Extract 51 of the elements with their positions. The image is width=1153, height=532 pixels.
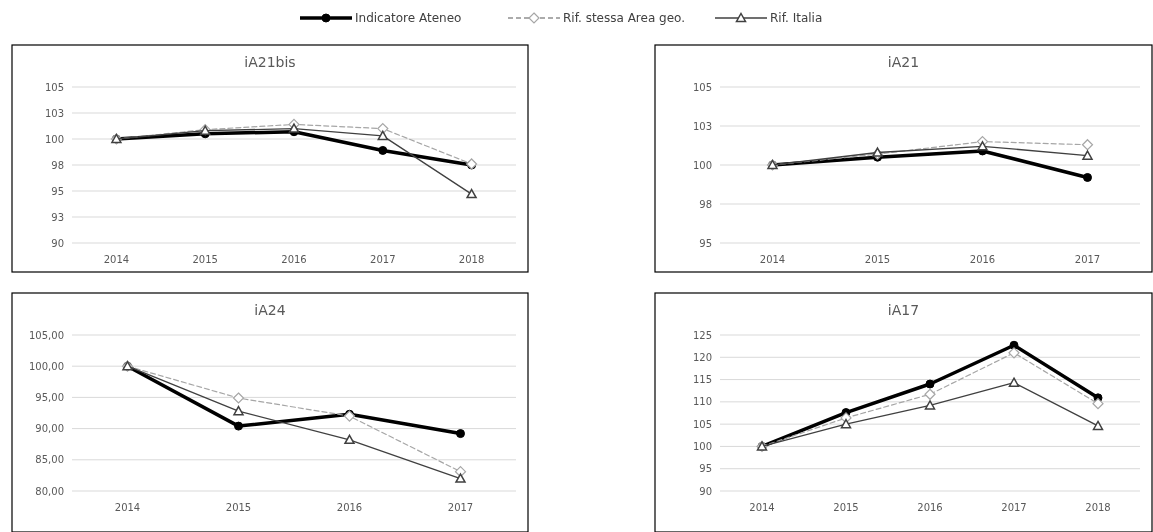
x-tick-label: 2014 [114,502,141,513]
y-tick-label: 105 [692,81,712,93]
x-tick-label: 2017 [1001,502,1027,513]
y-tick-label: 105,00 [29,329,64,341]
y-tick-label: 80,00 [35,485,64,497]
x-tick-label: 2018 [1085,502,1111,513]
y-tick-label: 95 [699,463,712,475]
legend-label: Rif. Italia [770,11,823,26]
x-tick-label: 2015 [225,502,252,513]
y-tick-label: 100 [692,440,712,452]
x-tick-label: 2014 [103,254,130,265]
x-tick-label: 2017 [1074,254,1101,265]
chart-title: iA17 [887,302,920,318]
x-tick-label: 2015 [864,254,891,265]
x-tick-label: 2016 [336,502,363,513]
y-tick-label: 105 [692,418,712,430]
y-tick-label: 95 [699,237,712,249]
y-tick-label: 100 [692,159,712,171]
y-tick-label: 90,00 [35,423,64,435]
y-tick-label: 98 [51,159,64,171]
y-tick-label: 100,00 [29,360,64,372]
x-tick-label: 2014 [759,254,786,265]
y-tick-label: 103 [44,107,64,119]
legend-label: Rif. stessa Area geo. [563,11,686,26]
y-tick-label: 93 [51,211,64,223]
chart-title: iA21 [887,54,920,70]
x-tick-label: 2015 [833,502,859,513]
x-tick-label: 2016 [969,254,996,265]
chart-title: iA21bis [244,54,296,70]
x-tick-label: 2018 [458,254,485,265]
y-tick-label: 100 [44,133,64,145]
y-tick-label: 85,00 [35,454,64,466]
y-tick-label: 105 [44,81,64,93]
y-tick-label: 95,00 [35,391,64,403]
chart-title: iA24 [254,302,286,318]
y-tick-label: 115 [692,374,712,386]
x-tick-label: 2016 [281,254,307,265]
x-tick-label: 2017 [447,502,474,513]
y-tick-label: 98 [699,198,712,210]
y-tick-label: 110 [692,396,712,408]
x-tick-label: 2016 [917,502,943,513]
x-tick-label: 2014 [749,502,775,513]
legend-label: Indicatore Ateneo [355,11,462,26]
y-tick-label: 125 [692,329,712,341]
y-tick-label: 95 [51,185,64,197]
x-tick-label: 2017 [370,254,396,265]
y-tick-label: 90 [699,485,712,497]
x-tick-label: 2015 [192,254,218,265]
y-tick-label: 103 [692,120,712,132]
y-tick-label: 120 [692,351,712,363]
y-tick-label: 90 [51,237,64,249]
